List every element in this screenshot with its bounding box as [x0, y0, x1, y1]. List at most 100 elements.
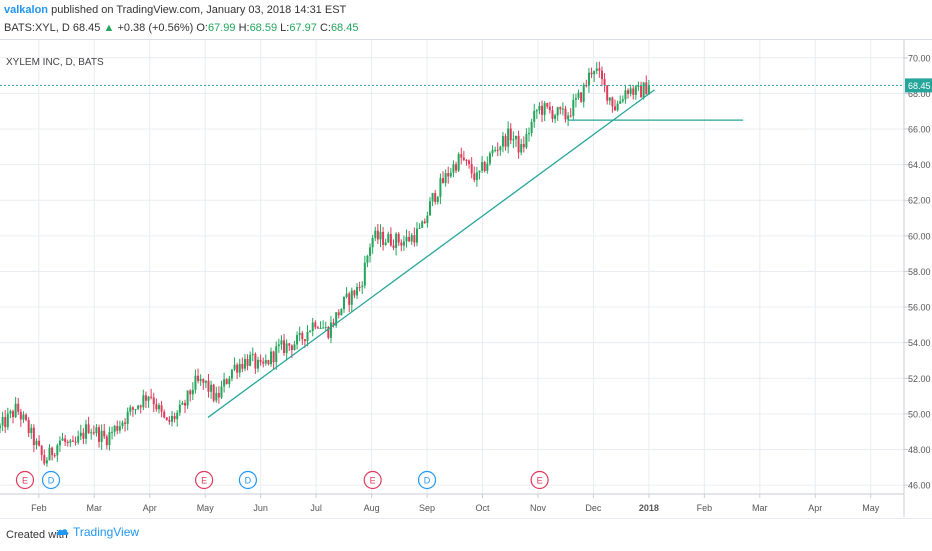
x-tick-label: Jun: [253, 503, 268, 513]
tradingview-cloud-icon: [56, 529, 69, 535]
candle-body: [353, 290, 356, 296]
candle-body: [554, 115, 557, 119]
candle-body: [426, 215, 429, 224]
candle-body: [332, 322, 335, 326]
candle-body: [275, 346, 278, 363]
publish-info: published on TradingView.com, January 03…: [51, 4, 347, 16]
candle-body: [38, 440, 41, 446]
y-tick-label: 66.00: [908, 125, 931, 135]
close-value: 68.45: [330, 22, 359, 34]
candle-body: [408, 236, 411, 242]
candles: [0, 61, 650, 467]
candle-body: [538, 105, 541, 111]
candle-body: [640, 85, 643, 98]
candle-body: [434, 193, 437, 202]
tradingview-logo[interactable]: TradingView: [56, 525, 139, 539]
candle-body: [335, 312, 338, 326]
candle-body: [14, 403, 17, 418]
candle-body: [402, 241, 405, 246]
candle-body: [48, 447, 51, 461]
candle-body: [165, 417, 168, 420]
dividend-marker[interactable]: D: [417, 470, 437, 490]
candle-body: [4, 417, 7, 428]
candle-body: [43, 455, 46, 464]
candle-body: [53, 455, 56, 457]
earnings-marker[interactable]: E: [15, 470, 35, 490]
earnings-circle: [530, 470, 549, 490]
candle-body: [204, 380, 207, 383]
candle-body: [184, 402, 187, 406]
candle-body: [111, 431, 114, 433]
candle-body: [79, 432, 82, 437]
candle-body: [19, 411, 22, 420]
candle-body: [546, 103, 549, 107]
x-axis[interactable]: Feb Mar Apr May Jun Jul Aug Sep Oct Nov Dec 2018 Feb…: [31, 494, 880, 513]
candle-body: [528, 133, 531, 135]
candle-body: [627, 90, 630, 94]
candle-body: [298, 332, 301, 336]
candle-body: [202, 379, 205, 383]
price-chart[interactable]: XYLEM INC, D, BATS E D E D E D E 70.00 68.00 66.…: [0, 40, 932, 517]
candle-body: [12, 411, 15, 418]
candle-body: [452, 164, 455, 173]
tradingview-brand[interactable]: TradingView: [73, 525, 140, 539]
candle-body: [314, 322, 317, 328]
candle-body: [421, 221, 424, 228]
candle-body: [564, 108, 567, 120]
candle-body: [475, 172, 478, 180]
candle-body: [361, 285, 364, 288]
candle-body: [358, 287, 361, 289]
candle-body: [387, 233, 390, 243]
candle-body: [449, 172, 452, 177]
candle-body: [499, 146, 502, 151]
candle-body: [509, 128, 512, 141]
candle-body: [251, 353, 254, 355]
candle-body: [520, 144, 523, 153]
candle-body: [178, 404, 181, 413]
earnings-marker[interactable]: E: [194, 470, 214, 490]
candle-body: [376, 230, 379, 240]
candle-body: [595, 68, 598, 71]
candle-body: [324, 327, 327, 329]
trendline-support[interactable]: [207, 89, 655, 418]
dividend-marker[interactable]: D: [238, 470, 258, 490]
candle-body: [356, 287, 359, 296]
candle-body: [121, 422, 124, 427]
candle-body: [572, 99, 575, 116]
candle-body: [212, 384, 215, 401]
candle-body: [228, 378, 231, 384]
author-link[interactable]: valkalon: [4, 4, 49, 16]
candle-body: [129, 407, 132, 412]
candle-body: [246, 358, 249, 366]
trendlines[interactable]: [207, 89, 744, 418]
y-axis[interactable]: 70.00 68.00 66.00 64.00 62.00 60.00 58.00 56.00…: [904, 53, 931, 491]
candle-body: [40, 445, 43, 456]
candle-body: [285, 343, 288, 353]
candle-body: [384, 242, 387, 245]
earnings-marker[interactable]: E: [363, 470, 382, 490]
y-tick-label: 56.00: [908, 303, 931, 313]
candle-body: [32, 427, 35, 446]
candle-body: [457, 154, 460, 171]
candle-body: [77, 436, 80, 443]
y-tick-label: 64.00: [908, 160, 931, 170]
candle-body: [210, 384, 213, 392]
candle-body: [624, 90, 627, 100]
candle-body: [494, 149, 497, 151]
footer: Created with TradingView: [0, 518, 932, 551]
candle-body: [491, 150, 494, 154]
candle-body: [267, 360, 270, 365]
candle-body: [84, 424, 87, 439]
y-tick-label: 52.00: [908, 374, 931, 384]
candle-body: [90, 432, 93, 434]
candle-body: [254, 353, 257, 369]
candle-body: [345, 293, 348, 297]
candle-body: [574, 97, 577, 100]
candle-body: [462, 157, 465, 160]
x-tick-label: Feb: [697, 503, 713, 513]
dividend-marker[interactable]: D: [41, 470, 61, 490]
candle-body: [207, 380, 210, 392]
earnings-marker[interactable]: E: [530, 470, 549, 490]
x-tick-label: Apr: [143, 503, 157, 513]
